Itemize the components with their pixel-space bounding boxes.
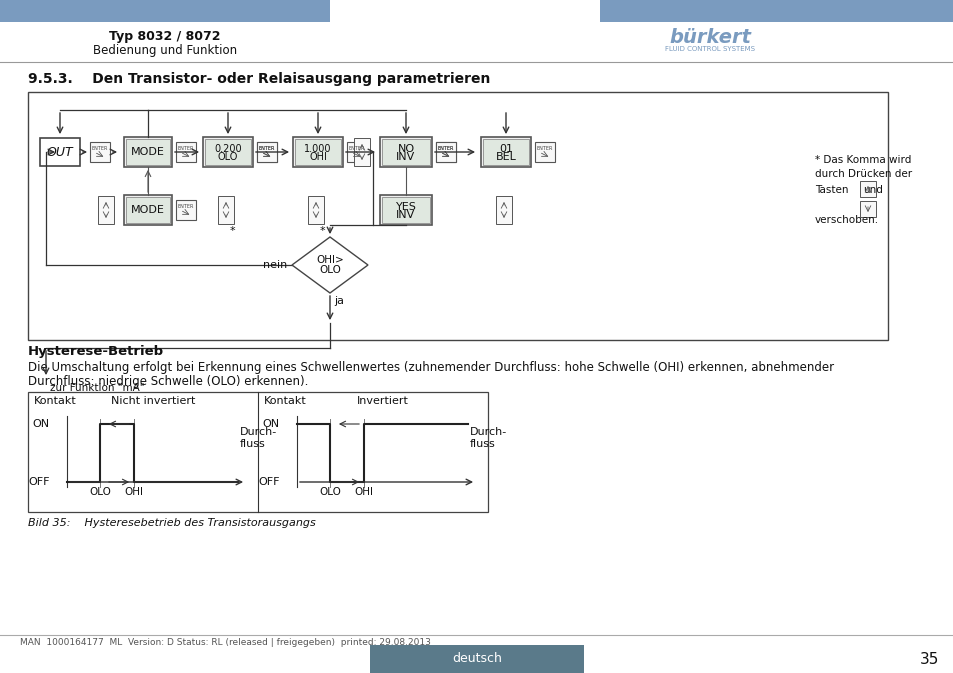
Bar bbox=[859, 201, 875, 217]
Text: BEL: BEL bbox=[495, 152, 516, 162]
Bar bbox=[175, 200, 195, 220]
Text: fluss: fluss bbox=[470, 439, 496, 449]
Bar bbox=[379, 137, 432, 167]
Bar bbox=[203, 137, 253, 167]
Bar bbox=[436, 142, 456, 162]
Text: zur Funktion "mA": zur Funktion "mA" bbox=[50, 383, 144, 393]
Bar bbox=[480, 137, 531, 167]
Text: Hysterese-Betrieb: Hysterese-Betrieb bbox=[28, 345, 164, 358]
Bar bbox=[90, 142, 110, 162]
Text: YES: YES bbox=[395, 202, 416, 212]
Text: MAN  1000164177  ML  Version: D Status: RL (released | freigegeben)  printed: 29: MAN 1000164177 ML Version: D Status: RL … bbox=[20, 638, 431, 647]
Bar bbox=[218, 196, 233, 224]
Text: OFF: OFF bbox=[258, 477, 280, 487]
Text: ENTER: ENTER bbox=[349, 146, 365, 151]
Text: * Das Komma wird: * Das Komma wird bbox=[814, 155, 910, 165]
Text: OHI: OHI bbox=[125, 487, 143, 497]
Text: verschoben.: verschoben. bbox=[814, 215, 879, 225]
Text: Die Umschaltung erfolgt bei Erkennung eines Schwellenwertes (zuhnemender Durchfl: Die Umschaltung erfolgt bei Erkennung ei… bbox=[28, 361, 833, 374]
Text: OUT: OUT bbox=[47, 145, 73, 159]
Bar bbox=[381, 197, 430, 223]
Polygon shape bbox=[292, 237, 368, 293]
Text: ja: ja bbox=[334, 296, 344, 306]
Bar bbox=[381, 139, 430, 165]
Text: ENTER: ENTER bbox=[177, 204, 194, 209]
Text: OHI: OHI bbox=[355, 487, 374, 497]
Bar bbox=[175, 142, 195, 162]
Bar bbox=[482, 139, 529, 165]
Text: 1.000: 1.000 bbox=[304, 144, 332, 154]
Text: durch Drücken der: durch Drücken der bbox=[814, 169, 911, 179]
Text: ON: ON bbox=[32, 419, 50, 429]
Text: bürkert: bürkert bbox=[668, 28, 750, 47]
Text: 01: 01 bbox=[498, 144, 513, 154]
Text: 0.200: 0.200 bbox=[214, 144, 241, 154]
Text: Typ 8032 / 8072: Typ 8032 / 8072 bbox=[110, 30, 220, 43]
Text: ENTER: ENTER bbox=[258, 146, 274, 151]
Bar bbox=[28, 92, 887, 340]
Text: Bedienung und Funktion: Bedienung und Funktion bbox=[92, 44, 236, 57]
Bar bbox=[256, 142, 276, 162]
Bar bbox=[294, 139, 340, 165]
Text: Nicht invertiert: Nicht invertiert bbox=[111, 396, 195, 406]
Text: FLUID CONTROL SYSTEMS: FLUID CONTROL SYSTEMS bbox=[664, 46, 754, 52]
Bar bbox=[308, 196, 324, 224]
Bar bbox=[0, 0, 330, 22]
Text: OHI: OHI bbox=[309, 152, 327, 162]
Text: *: * bbox=[319, 226, 324, 236]
Text: ENTER: ENTER bbox=[437, 146, 454, 151]
Text: deutsch: deutsch bbox=[452, 653, 501, 666]
Text: OHI>: OHI> bbox=[315, 255, 343, 265]
Text: ENTER: ENTER bbox=[177, 146, 194, 151]
Text: MODE: MODE bbox=[131, 147, 165, 157]
Bar bbox=[370, 645, 583, 673]
Text: 35: 35 bbox=[920, 651, 939, 666]
Text: und: und bbox=[862, 185, 882, 195]
Bar bbox=[379, 195, 432, 225]
Bar bbox=[98, 196, 113, 224]
Text: OLO: OLO bbox=[318, 487, 340, 497]
Text: NO: NO bbox=[397, 144, 415, 154]
Bar bbox=[599, 0, 953, 22]
Text: INV: INV bbox=[395, 210, 416, 220]
Bar bbox=[496, 196, 512, 224]
Text: Durch-: Durch- bbox=[240, 427, 277, 437]
Text: fluss: fluss bbox=[240, 439, 266, 449]
Text: Durch-: Durch- bbox=[470, 427, 507, 437]
Bar bbox=[28, 392, 488, 512]
Text: ENTER: ENTER bbox=[91, 146, 108, 151]
Text: ENTER: ENTER bbox=[258, 146, 274, 151]
Text: OLO: OLO bbox=[89, 487, 111, 497]
Text: Durchfluss: niedrige Schwelle (OLO) erkennen).: Durchfluss: niedrige Schwelle (OLO) erke… bbox=[28, 375, 308, 388]
Text: OLO: OLO bbox=[217, 152, 238, 162]
Bar bbox=[347, 142, 367, 162]
Bar bbox=[205, 139, 251, 165]
Bar bbox=[124, 137, 172, 167]
Text: MODE: MODE bbox=[131, 205, 165, 215]
Text: 9.5.3.    Den Transistor- oder Relaisausgang parametrieren: 9.5.3. Den Transistor- oder Relaisausgan… bbox=[28, 72, 490, 86]
Text: nein: nein bbox=[262, 260, 287, 270]
Text: OLO: OLO bbox=[318, 265, 340, 275]
Bar bbox=[535, 142, 555, 162]
Text: Kontakt: Kontakt bbox=[34, 396, 76, 406]
Text: ON: ON bbox=[263, 419, 280, 429]
Text: Tasten: Tasten bbox=[814, 185, 847, 195]
Bar bbox=[126, 197, 170, 223]
Text: Bild 35:    Hysteresebetrieb des Transistorausgangs: Bild 35: Hysteresebetrieb des Transistor… bbox=[28, 518, 315, 528]
Text: *: * bbox=[229, 226, 234, 236]
Bar bbox=[124, 195, 172, 225]
Bar bbox=[126, 139, 170, 165]
Text: ENTER: ENTER bbox=[537, 146, 553, 151]
Bar bbox=[354, 138, 370, 166]
Bar bbox=[40, 138, 80, 166]
Bar bbox=[436, 142, 456, 162]
Text: Kontakt: Kontakt bbox=[264, 396, 307, 406]
Text: INV: INV bbox=[395, 152, 416, 162]
Text: Invertiert: Invertiert bbox=[356, 396, 409, 406]
Text: OFF: OFF bbox=[29, 477, 50, 487]
Bar bbox=[256, 142, 276, 162]
Bar bbox=[293, 137, 343, 167]
Bar bbox=[859, 181, 875, 197]
Text: ENTER: ENTER bbox=[437, 146, 454, 151]
